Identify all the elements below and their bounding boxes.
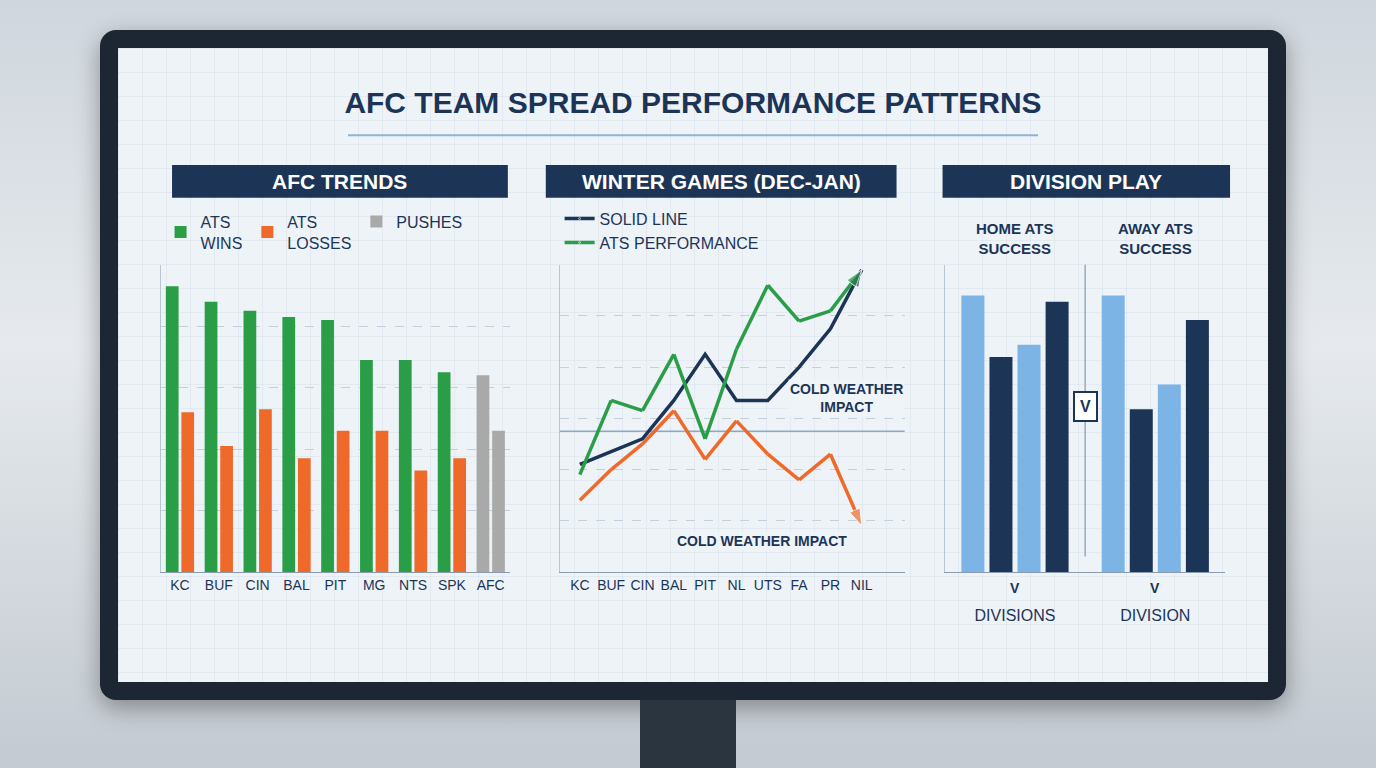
svg-text:KC: KC <box>570 577 589 593</box>
svg-text:ATSWINS: ATSWINS <box>201 214 243 252</box>
svg-text:AWAY ATSSUCCESS: AWAY ATSSUCCESS <box>1118 220 1193 257</box>
svg-text:ATSLOSSES: ATSLOSSES <box>287 214 351 252</box>
svg-text:SPK: SPK <box>438 577 467 593</box>
svg-text:WINTER GAMES (DEC-JAN): WINTER GAMES (DEC-JAN) <box>582 170 861 193</box>
svg-text:DIVISION PLAY: DIVISION PLAY <box>1010 170 1162 193</box>
svg-text:BAL: BAL <box>661 577 688 593</box>
svg-text:BUF: BUF <box>205 577 233 593</box>
svg-text:SOLID LINE: SOLID LINE <box>600 211 688 228</box>
svg-text:COLD WEATHER IMPACT: COLD WEATHER IMPACT <box>677 533 847 549</box>
svg-text:AFC TEAM SPREAD PERFORMANCE PA: AFC TEAM SPREAD PERFORMANCE PATTERNS <box>344 86 1041 119</box>
svg-text:NL: NL <box>728 577 746 593</box>
svg-text:UTS: UTS <box>754 577 782 593</box>
svg-text:BAL: BAL <box>283 577 310 593</box>
svg-text:KC: KC <box>170 577 189 593</box>
svg-text:PIT: PIT <box>694 577 716 593</box>
svg-text:CIN: CIN <box>630 577 654 593</box>
svg-text:V: V <box>1080 398 1091 415</box>
svg-text:AFC: AFC <box>477 577 505 593</box>
svg-text:CIN: CIN <box>246 577 270 593</box>
svg-text:ATS PERFORMANCE: ATS PERFORMANCE <box>600 235 759 252</box>
svg-text:DIVISION: DIVISION <box>1120 607 1190 624</box>
svg-text:MG: MG <box>363 577 386 593</box>
svg-text:HOME ATSSUCCESS: HOME ATSSUCCESS <box>976 220 1054 257</box>
svg-text:BUF: BUF <box>597 577 625 593</box>
svg-text:PIT: PIT <box>324 577 346 593</box>
svg-text:COLD WEATHERIMPACT: COLD WEATHERIMPACT <box>790 381 903 415</box>
svg-text:DIVISIONS: DIVISIONS <box>975 607 1056 624</box>
svg-text:PR: PR <box>821 577 840 593</box>
svg-text:NTS: NTS <box>399 577 427 593</box>
svg-text:FA: FA <box>791 577 809 593</box>
svg-text:V: V <box>1010 580 1020 596</box>
svg-text:V: V <box>1150 580 1160 596</box>
svg-text:AFC TRENDS: AFC TRENDS <box>272 170 407 193</box>
svg-text:NIL: NIL <box>851 577 873 593</box>
svg-text:PUSHES: PUSHES <box>396 214 462 231</box>
